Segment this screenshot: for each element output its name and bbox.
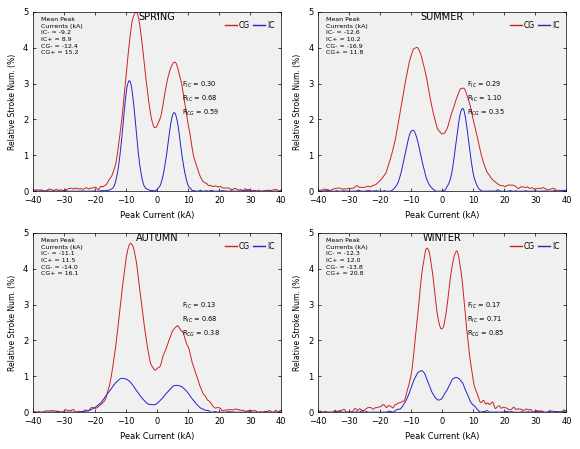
Text: AUTUMN: AUTUMN [136, 233, 179, 243]
Legend: CG, IC: CG, IC [508, 238, 563, 254]
Text: SUMMER: SUMMER [420, 12, 464, 22]
Text: F$_{IC}$ = 0.13
R$_{IC}$ = 0.68
R$_{CG}$ = 0.38: F$_{IC}$ = 0.13 R$_{IC}$ = 0.68 R$_{CG}$… [182, 301, 220, 339]
Text: Mean Peak
Currents (kA)
IC- = -11.1
IC+ = 11.5
CG- = -14.0
CG+ = 16.1: Mean Peak Currents (kA) IC- = -11.1 IC+ … [41, 238, 82, 276]
X-axis label: Peak Current (kA): Peak Current (kA) [120, 431, 194, 440]
Y-axis label: Relative Stroke Num. (%): Relative Stroke Num. (%) [293, 53, 303, 150]
Text: Mean Peak
Currents (kA)
IC- = -12.3
IC+ = 12.0
CG- = -13.8
CG+ = 20.8: Mean Peak Currents (kA) IC- = -12.3 IC+ … [326, 238, 368, 276]
X-axis label: Peak Current (kA): Peak Current (kA) [405, 211, 480, 220]
Text: WINTER: WINTER [423, 233, 462, 243]
X-axis label: Peak Current (kA): Peak Current (kA) [120, 211, 194, 220]
Y-axis label: Relative Stroke Num. (%): Relative Stroke Num. (%) [8, 53, 17, 150]
X-axis label: Peak Current (kA): Peak Current (kA) [405, 431, 480, 440]
Legend: CG, IC: CG, IC [508, 18, 563, 33]
Legend: CG, IC: CG, IC [222, 18, 277, 33]
Text: SPRING: SPRING [139, 12, 176, 22]
Text: F$_{IC}$ = 0.29
R$_{IC}$ = 1.10
R$_{CG}$ = 0.35: F$_{IC}$ = 0.29 R$_{IC}$ = 1.10 R$_{CG}$… [467, 80, 505, 118]
Y-axis label: Relative Stroke Num. (%): Relative Stroke Num. (%) [8, 274, 17, 371]
Text: Mean Peak
Currents (kA)
IC- = -9.2
IC+ = 8.9
CG- = -12.4
CG+ = 15.2: Mean Peak Currents (kA) IC- = -9.2 IC+ =… [41, 17, 82, 55]
Text: F$_{IC}$ = 0.17
R$_{IC}$ = 0.71
R$_{CG}$ = 0.85: F$_{IC}$ = 0.17 R$_{IC}$ = 0.71 R$_{CG}$… [467, 301, 505, 339]
Text: Mean Peak
Currents (kA)
IC- = -12.6
IC+ = 10.2
CG- = -16.9
CG+ = 11.8: Mean Peak Currents (kA) IC- = -12.6 IC+ … [326, 17, 368, 55]
Legend: CG, IC: CG, IC [222, 238, 277, 254]
Y-axis label: Relative Stroke Num. (%): Relative Stroke Num. (%) [293, 274, 303, 371]
Text: F$_{IC}$ = 0.30
R$_{IC}$ = 0.68
R$_{CG}$ = 0.59: F$_{IC}$ = 0.30 R$_{IC}$ = 0.68 R$_{CG}$… [182, 80, 219, 118]
